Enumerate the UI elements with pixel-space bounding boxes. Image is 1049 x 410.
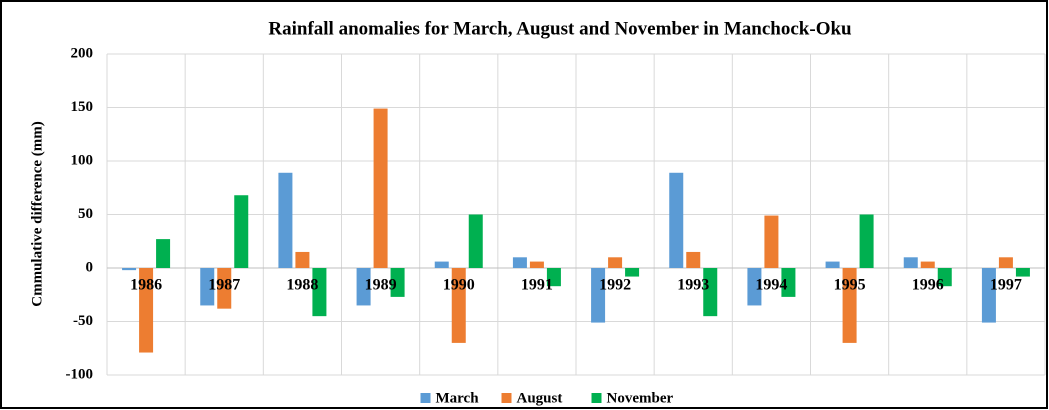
bar — [434, 261, 449, 268]
x-tick-label: 1996 — [912, 277, 944, 294]
bar — [278, 172, 293, 268]
legend-label: November — [607, 390, 674, 406]
x-tick-label: 1992 — [599, 277, 631, 294]
y-tick-label: 200 — [71, 45, 94, 61]
bar — [903, 257, 918, 268]
bar — [1015, 268, 1030, 277]
bar — [356, 268, 371, 306]
x-tick-label: 1994 — [755, 277, 787, 294]
x-tick-label: 1990 — [443, 277, 475, 294]
y-tick-label: 0 — [86, 259, 94, 275]
bar — [747, 268, 762, 306]
bar — [373, 108, 388, 268]
x-tick-label: 1986 — [130, 277, 162, 294]
bar — [764, 215, 779, 268]
x-tick-label: 1987 — [208, 277, 240, 294]
bar — [937, 268, 952, 287]
bar — [981, 268, 996, 323]
legend-label: March — [436, 390, 480, 406]
bar — [920, 261, 935, 268]
bar — [703, 268, 718, 317]
bar — [591, 268, 606, 323]
bar — [217, 268, 232, 309]
bar — [390, 268, 405, 297]
bar — [546, 268, 561, 287]
bar — [295, 251, 310, 268]
chart-title: Rainfall anomalies for March, August and… — [268, 18, 852, 39]
y-tick-label: -50 — [73, 313, 93, 329]
bar — [200, 268, 215, 306]
bar — [468, 214, 483, 268]
bar — [686, 251, 701, 268]
y-tick-label: -100 — [66, 366, 94, 382]
bar — [122, 268, 137, 271]
bar — [529, 261, 544, 268]
bar — [608, 257, 623, 268]
bar — [859, 214, 874, 268]
x-tick-label: 1991 — [521, 277, 553, 294]
bar — [451, 268, 466, 343]
x-tick-label: 1993 — [677, 277, 709, 294]
legend-swatch — [420, 393, 431, 403]
legend-swatch — [591, 393, 602, 403]
bar — [139, 268, 154, 353]
y-axis-label: Cmmulative difference (mm) — [29, 121, 45, 307]
legend-swatch — [501, 393, 512, 403]
x-tick-label: 1995 — [834, 277, 866, 294]
bar — [842, 268, 857, 343]
bar — [669, 172, 684, 268]
bar — [512, 257, 527, 268]
bar — [625, 268, 640, 277]
x-tick-label: 1997 — [990, 277, 1022, 294]
bar — [312, 268, 327, 317]
y-tick-label: 100 — [71, 152, 94, 168]
bar — [825, 261, 840, 268]
legend-label: August — [517, 390, 563, 406]
bar — [998, 257, 1013, 268]
bar — [234, 195, 249, 268]
x-tick-label: 1988 — [286, 277, 318, 294]
x-tick-label: 1989 — [365, 277, 397, 294]
y-tick-label: 50 — [78, 206, 93, 222]
bar — [156, 239, 171, 268]
bar — [781, 268, 796, 297]
y-tick-label: 150 — [71, 99, 94, 115]
